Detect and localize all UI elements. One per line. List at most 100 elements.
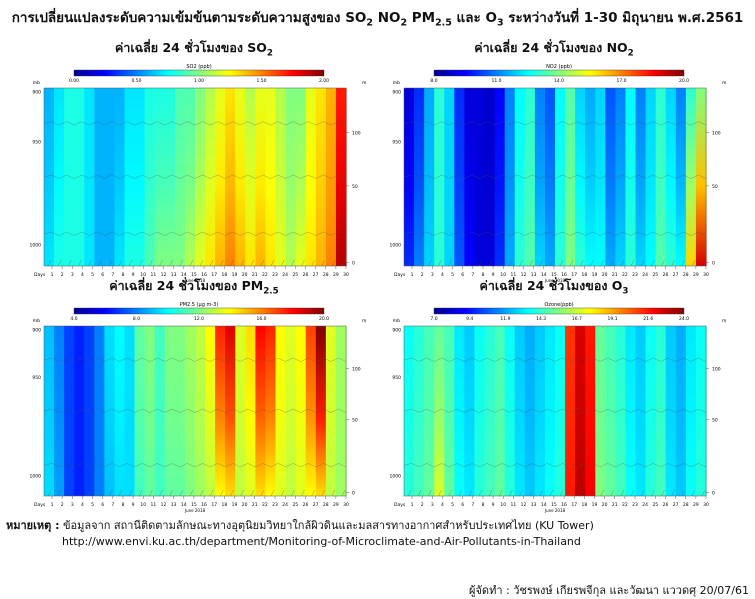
colorbar-tick: 17.0: [616, 78, 626, 84]
left-axis-tick: 950: [32, 375, 41, 381]
x-axis-tick: 29: [333, 502, 339, 508]
right-axis-tick: 100: [712, 367, 721, 373]
wind-barb: [569, 489, 574, 497]
wind-barb: [580, 259, 584, 267]
x-axis-tick: 9: [132, 272, 135, 278]
no2-panel-title: ค่าเฉลี่ย 24 ชั่วโมงของ NO2: [474, 40, 634, 59]
wind-barb: [539, 489, 544, 497]
month-label: June 2018: [184, 278, 206, 283]
x-axis-tick: 9: [492, 502, 495, 508]
wind-barb: [220, 259, 224, 267]
wind-barb: [118, 489, 123, 497]
heatmap-day-column: [655, 88, 667, 266]
x-axis-tick: 14: [541, 272, 547, 278]
heatmap-day-column: [184, 326, 196, 496]
x-axis-tick: 15: [191, 272, 197, 278]
x-axis-tick: 2: [421, 502, 424, 508]
wind-barb: [458, 259, 462, 267]
so2-heatmap: SO2 (ppb)0.00 0.50 1.00 1.50 2.00mb900950100…: [30, 64, 367, 283]
colorbar-tick: 20.0: [319, 316, 329, 322]
right-axis-tick: 0: [352, 260, 355, 266]
heatmap-day-column: [585, 326, 596, 496]
x-axis-tick: 10: [500, 502, 506, 508]
wind-barb: [499, 489, 503, 497]
colorbar-label: Ozone(ppb): [544, 302, 573, 308]
wind-profile-line: [403, 231, 707, 236]
heatmap-day-column: [225, 326, 236, 496]
left-axis-tick: 900: [392, 90, 401, 96]
heatmap-day-column: [174, 88, 186, 266]
wind-barb: [499, 259, 503, 267]
x-axis-tick: 15: [191, 502, 197, 508]
wind-barb: [661, 489, 665, 497]
wind-barb: [311, 489, 315, 497]
heatmap-day-column: [605, 326, 616, 496]
wind-barb: [57, 259, 62, 267]
heatmap-day-column: [325, 88, 337, 266]
x-axis-tick: 26: [303, 272, 309, 278]
heatmap-day-column: [524, 88, 536, 266]
colorbar-tick: 16.7: [572, 316, 582, 322]
wind-barb: [559, 489, 564, 497]
so2-heatmap-panel: ค่าเฉลี่ย 24 ชั่วโมงของ SO2 SO2 (ppb) 0.0…: [24, 38, 367, 283]
colorbar-tick: 7.0: [430, 316, 437, 322]
x-axis-tick: 14: [181, 272, 187, 278]
wind-barb: [301, 489, 305, 497]
x-axis-tick: 11: [151, 272, 157, 278]
heatmap-day-column: [625, 88, 637, 266]
pm25-heatmap-panel: ค่าเฉลี่ย 24 ชั่วโมงของ PM2.5 PM2.5 (µg …: [24, 276, 367, 513]
wind-barb: [118, 259, 123, 267]
x-axis-tick: 27: [673, 502, 679, 508]
right-axis-tick: 0: [712, 491, 715, 497]
heatmap-day-column: [285, 326, 297, 496]
wind-barb: [108, 259, 113, 267]
heatmap-day-column: [335, 326, 347, 496]
wind-barb: [509, 489, 513, 497]
x-axis-tick: 16: [201, 272, 207, 278]
wind-barb: [189, 489, 194, 497]
wind-barb: [128, 489, 133, 497]
heatmap-day-column: [434, 88, 445, 266]
x-axis-tick: 8: [482, 272, 485, 278]
colorbar: [433, 69, 685, 77]
x-axis-tick: 3: [71, 272, 74, 278]
x-axis-tick: 28: [323, 502, 329, 508]
heatmap-day-column: [195, 326, 206, 496]
x-axis-tick: 1: [411, 502, 414, 508]
heatmap-day-column: [454, 88, 465, 266]
heatmap-day-column: [635, 326, 647, 496]
wind-barb: [468, 489, 473, 497]
heatmap-day-column: [665, 326, 677, 496]
o3-heatmap: Ozone(ppb) 7.0 9.4 11.9 14.3 16.7 19.1 21.6 24.0…: [390, 302, 727, 513]
x-axis-tick: 25: [292, 502, 298, 508]
heatmap-day-column: [174, 326, 186, 496]
heatmap-day-column: [685, 326, 697, 496]
wind-profile-line: [403, 463, 707, 468]
wind-barb: [417, 489, 422, 497]
wind-barb: [78, 489, 82, 497]
x-axis-tick: 26: [663, 272, 669, 278]
heatmap-day-column: [555, 326, 566, 496]
wind-barb: [661, 259, 665, 267]
x-axis-tick: 23: [632, 502, 638, 508]
wind-profile-line: [43, 174, 347, 179]
wind-barb: [128, 259, 133, 267]
left-axis-tick: 900: [392, 327, 401, 333]
heatmap-day-column: [84, 88, 95, 266]
x-axis-tick: 25: [652, 272, 658, 278]
x-axis-tick: 22: [622, 272, 628, 278]
heatmap-day-column: [635, 88, 647, 266]
heatmap-day-column: [315, 88, 327, 266]
wind-barb: [169, 489, 173, 497]
right-axis-tick: 100: [352, 131, 361, 137]
left-axis-tick: 950: [392, 375, 401, 381]
right-axis-unit: m: [362, 319, 366, 324]
heatmap-day-column: [555, 88, 566, 266]
heatmap-day-column: [695, 88, 707, 266]
x-axis-tick: 17: [571, 502, 577, 508]
heatmap-day-column: [615, 88, 627, 266]
heatmap-day-column: [104, 88, 116, 266]
x-axis-tick: 30: [343, 272, 349, 278]
wind-barb: [88, 259, 92, 267]
heatmap-day-column: [464, 88, 476, 266]
